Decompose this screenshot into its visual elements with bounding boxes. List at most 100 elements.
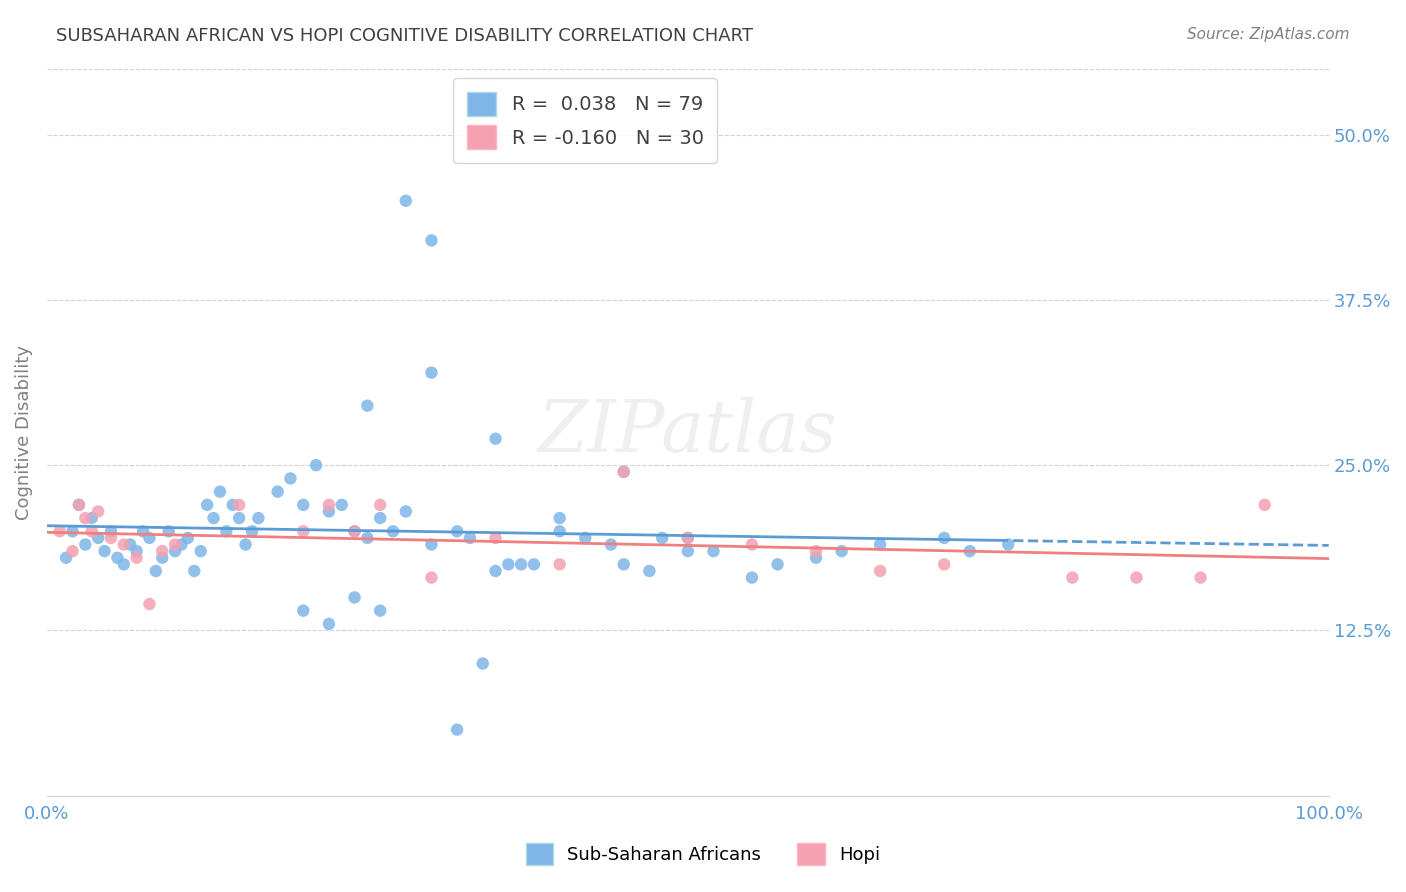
Point: [330, 498, 353, 512]
Point: [613, 558, 636, 572]
Point: [368, 604, 391, 618]
Point: [132, 524, 155, 539]
Point: [190, 544, 212, 558]
Point: [420, 537, 443, 551]
Point: [112, 558, 135, 572]
Point: [112, 537, 135, 551]
Point: [195, 498, 218, 512]
Point: [62, 544, 84, 558]
Point: [600, 537, 623, 551]
Point: [120, 537, 142, 551]
Point: [548, 511, 571, 525]
Point: [318, 498, 340, 512]
Point: [651, 531, 673, 545]
Point: [165, 544, 187, 558]
Point: [368, 498, 391, 512]
Point: [766, 558, 789, 572]
Point: [420, 234, 443, 248]
Point: [510, 558, 533, 572]
Point: [165, 537, 187, 551]
Point: [87, 531, 110, 545]
Point: [177, 531, 200, 545]
Point: [280, 471, 302, 485]
Point: [93, 544, 115, 558]
Point: [1189, 571, 1212, 585]
Point: [292, 604, 315, 618]
Point: [356, 399, 378, 413]
Point: [208, 484, 231, 499]
Point: [48, 524, 70, 539]
Point: [67, 498, 90, 512]
Point: [150, 544, 173, 558]
Point: [613, 465, 636, 479]
Point: [869, 564, 891, 578]
Point: [395, 504, 418, 518]
Point: [484, 564, 506, 578]
Point: [105, 550, 128, 565]
Point: [80, 511, 103, 525]
Point: [292, 524, 315, 539]
Point: [228, 511, 250, 525]
Text: ZIPatlas: ZIPatlas: [538, 397, 838, 467]
Point: [100, 531, 122, 545]
Point: [676, 531, 699, 545]
Point: [804, 550, 827, 565]
Point: [741, 571, 763, 585]
Point: [318, 504, 340, 518]
Point: [305, 458, 328, 473]
Point: [638, 564, 661, 578]
Point: [356, 531, 378, 545]
Point: [75, 537, 97, 551]
Point: [87, 504, 110, 518]
Point: [458, 531, 481, 545]
Point: [548, 558, 571, 572]
Point: [125, 550, 148, 565]
Point: [1253, 498, 1275, 512]
Point: [55, 550, 77, 565]
Point: [446, 524, 468, 539]
Point: [676, 531, 699, 545]
Point: [368, 511, 391, 525]
Point: [446, 723, 468, 737]
Point: [62, 524, 84, 539]
Point: [67, 498, 90, 512]
Point: [934, 558, 956, 572]
Point: [613, 465, 636, 479]
Point: [215, 524, 238, 539]
Text: Source: ZipAtlas.com: Source: ZipAtlas.com: [1187, 27, 1350, 42]
Point: [702, 544, 724, 558]
Point: [471, 657, 494, 671]
Point: [959, 544, 981, 558]
Point: [343, 591, 366, 605]
Point: [138, 531, 160, 545]
Point: [741, 537, 763, 551]
Point: [831, 544, 853, 558]
Point: [1062, 571, 1084, 585]
Point: [548, 524, 571, 539]
Point: [157, 524, 180, 539]
Point: [484, 432, 506, 446]
Point: [420, 571, 443, 585]
Point: [247, 511, 270, 525]
Point: [1125, 571, 1147, 585]
Point: [343, 524, 366, 539]
Point: [484, 531, 506, 545]
Point: [676, 544, 699, 558]
Point: [228, 498, 250, 512]
Point: [869, 537, 891, 551]
Point: [420, 366, 443, 380]
Point: [138, 597, 160, 611]
Point: [574, 531, 596, 545]
Point: [292, 498, 315, 512]
Point: [183, 564, 205, 578]
Point: [934, 531, 956, 545]
Y-axis label: Cognitive Disability: Cognitive Disability: [15, 344, 32, 520]
Point: [498, 558, 520, 572]
Point: [997, 537, 1019, 551]
Point: [145, 564, 167, 578]
Point: [240, 524, 263, 539]
Point: [804, 544, 827, 558]
Point: [235, 537, 257, 551]
Point: [202, 511, 225, 525]
Legend: R =  0.038   N = 79, R = -0.160   N = 30: R = 0.038 N = 79, R = -0.160 N = 30: [453, 78, 717, 162]
